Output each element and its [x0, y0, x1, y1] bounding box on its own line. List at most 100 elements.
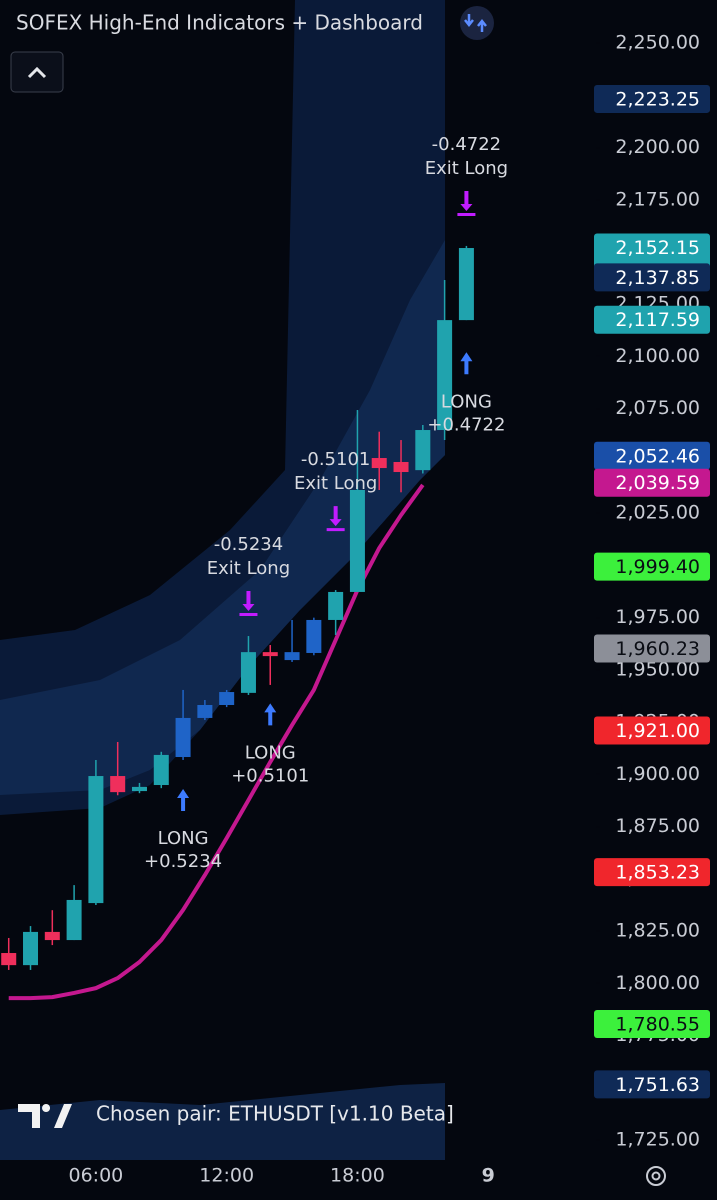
- trade-annotation: -0.5234 Exit Long: [207, 534, 290, 616]
- candle-body: [66, 899, 82, 941]
- price-tag-box: [594, 1009, 710, 1038]
- volume-area: [0, 1083, 445, 1160]
- entry-arrow: [177, 788, 190, 811]
- entry-arrow: [460, 352, 473, 375]
- annotation-text: Exit Long: [425, 158, 508, 179]
- price-tag-box: [594, 1070, 710, 1099]
- price-tag-label: 1,999.40: [615, 556, 700, 578]
- price-tag-label: 1,853.23: [615, 862, 700, 884]
- y-tick-label: 2,075.00: [615, 397, 700, 419]
- price-tag-label: 2,137.85: [615, 267, 700, 289]
- price-tag-label: 1,921.00: [615, 720, 700, 742]
- chevron[interactable]: [27, 66, 47, 79]
- price-tag-box: [594, 716, 710, 745]
- price-tag-box: [594, 634, 710, 663]
- candle-body: [458, 248, 474, 321]
- y-tick-label: 2,200.00: [615, 136, 700, 158]
- candle-body: [153, 754, 169, 786]
- price-tag: 1,999.40: [594, 552, 710, 581]
- trade-annotation: LONG+0.5101: [231, 703, 309, 786]
- price-tag: 2,039.59: [594, 468, 710, 497]
- price-tag-box: [594, 84, 710, 113]
- price-tag-label: 2,117.59: [615, 309, 700, 331]
- price-tag-box: [594, 305, 710, 334]
- candle-body: [1, 953, 17, 966]
- logo-shape: [18, 1104, 72, 1128]
- price-tag-box: [594, 468, 710, 497]
- price-tag: 2,052.46: [594, 441, 710, 470]
- settings-gear[interactable]: [646, 1166, 666, 1186]
- annotation-text: Exit Long: [207, 558, 290, 579]
- candle-body: [110, 776, 126, 793]
- price-tag: 1,960.23: [594, 634, 710, 663]
- annotation-text: LONG: [441, 391, 492, 412]
- annotation-text: -0.5101: [301, 449, 370, 470]
- trade-annotation: -0.4722 Exit Long: [425, 134, 508, 217]
- price-tag-box: [594, 441, 710, 470]
- price-tag-label: 2,152.15: [615, 237, 700, 259]
- annotation-text: LONG: [158, 828, 209, 849]
- price-tag-label: 2,039.59: [615, 472, 700, 494]
- annotation-text: -0.5234: [214, 534, 283, 555]
- icon-bg[interactable]: [460, 6, 494, 40]
- candle-body: [175, 717, 191, 758]
- candle-body: [328, 591, 344, 620]
- x-tick-label: 06:00: [69, 1165, 124, 1187]
- y-tick-label: 2,025.00: [615, 502, 700, 524]
- price-tag-label: 1,780.55: [615, 1013, 700, 1035]
- y-tick-label: 1,950.00: [615, 658, 700, 680]
- annotation-text: Exit Long: [294, 473, 377, 494]
- trade-annotation: LONG+0.5234: [144, 788, 222, 872]
- candle-body: [44, 931, 60, 941]
- annotation-text: +0.5101: [231, 765, 309, 786]
- candle-body: [437, 320, 453, 431]
- entry-arrow: [264, 703, 277, 726]
- x-tick-label: 9: [482, 1165, 495, 1187]
- price-tag: 2,137.85: [594, 263, 710, 292]
- candle-body: [415, 430, 431, 471]
- candle-body: [284, 652, 300, 661]
- button-box[interactable]: [10, 51, 64, 93]
- candle-body: [349, 489, 365, 592]
- x-tick-label: 12:00: [199, 1165, 254, 1187]
- y-tick-label: 1,975.00: [615, 606, 700, 628]
- candle-body: [131, 786, 147, 792]
- tv-logo: [18, 1104, 72, 1128]
- candle-body: [219, 692, 235, 705]
- price-tag-box: [594, 552, 710, 581]
- price-tag: 2,117.59: [594, 305, 710, 334]
- price-tag: 1,751.63: [594, 1070, 710, 1099]
- candle-body: [240, 652, 256, 693]
- y-tick-label: 1,900.00: [615, 763, 700, 785]
- chart-title: SOFEX High-End Indicators + Dashboard: [16, 11, 423, 35]
- y-tick-label: 2,100.00: [615, 345, 700, 367]
- candle-body: [197, 704, 213, 718]
- y-tick-label: 1,800.00: [615, 972, 700, 994]
- gear-outer[interactable]: [646, 1166, 666, 1186]
- price-tag-box: [594, 858, 710, 887]
- indicator-line: [8, 483, 425, 1001]
- candle-body: [262, 652, 278, 657]
- outer-band: [0, 0, 445, 815]
- y-tick-label: 1,725.00: [615, 1129, 700, 1151]
- price-tag: 1,780.55: [594, 1009, 710, 1038]
- icon-arrows[interactable]: [464, 14, 487, 32]
- collapse-button[interactable]: [10, 51, 64, 93]
- annotation-text: -0.4722: [432, 134, 501, 155]
- price-tag-box: [594, 263, 710, 292]
- y-tick-label: 2,250.00: [615, 32, 700, 54]
- indicator-icon[interactable]: [460, 6, 494, 40]
- price-tag: 1,921.00: [594, 716, 710, 745]
- exit-arrow: [457, 191, 476, 217]
- exit-arrow: [326, 506, 345, 532]
- exit-arrow: [239, 590, 258, 616]
- gear-inner[interactable]: [651, 1171, 661, 1181]
- candle-body: [306, 619, 322, 653]
- annotation-text: LONG: [245, 742, 296, 763]
- price-tag-label: 2,052.46: [615, 445, 700, 467]
- x-tick-label: 18:00: [330, 1165, 385, 1187]
- y-tick-label: 2,175.00: [615, 188, 700, 210]
- y-tick-label: 1,825.00: [615, 920, 700, 942]
